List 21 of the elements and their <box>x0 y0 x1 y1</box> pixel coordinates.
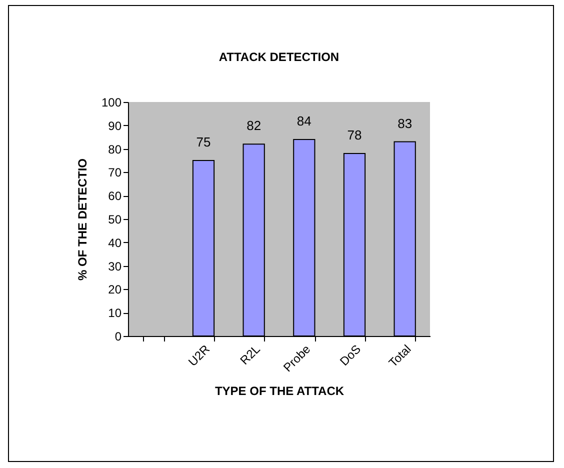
y-tick-label: 0 <box>114 330 122 344</box>
y-tick-label: 40 <box>108 236 122 250</box>
y-tick-label: 90 <box>108 118 122 133</box>
data-label: 78 <box>347 127 362 142</box>
data-label: 83 <box>398 116 412 131</box>
data-label: 75 <box>196 134 211 150</box>
chart-title: ATTACK DETECTION <box>218 50 340 64</box>
x-axis-title: TYPE OF THE ATTACK <box>214 384 344 398</box>
y-tick-label: 60 <box>108 189 122 204</box>
y-tick-label: 100 <box>101 96 122 110</box>
y-tick-label: 80 <box>108 142 122 156</box>
x-tick-label: U2R <box>186 342 213 369</box>
y-tick-label: 10 <box>108 306 122 320</box>
data-label: 84 <box>296 113 312 128</box>
y-tick-label: 50 <box>108 212 122 226</box>
data-label: 82 <box>246 118 262 134</box>
y-tick-label: 70 <box>108 166 122 180</box>
x-tick-label: R2L <box>237 342 264 368</box>
y-tick-label: 20 <box>108 282 122 297</box>
y-axis-title: % OF THE DETECTIO <box>75 158 90 281</box>
y-tick-label: 30 <box>108 259 122 274</box>
